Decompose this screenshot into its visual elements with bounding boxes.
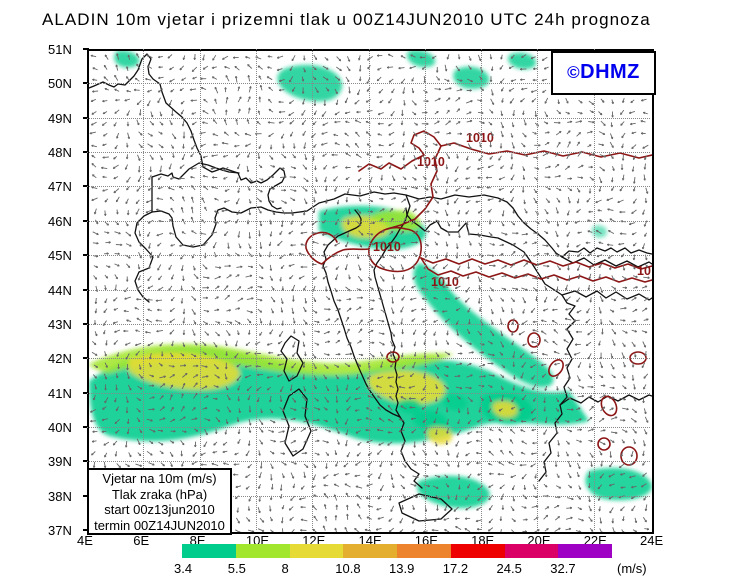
svg-text:10: 10 [637, 264, 651, 278]
svg-text:1010: 1010 [373, 240, 401, 254]
svg-text:1010: 1010 [417, 155, 445, 169]
